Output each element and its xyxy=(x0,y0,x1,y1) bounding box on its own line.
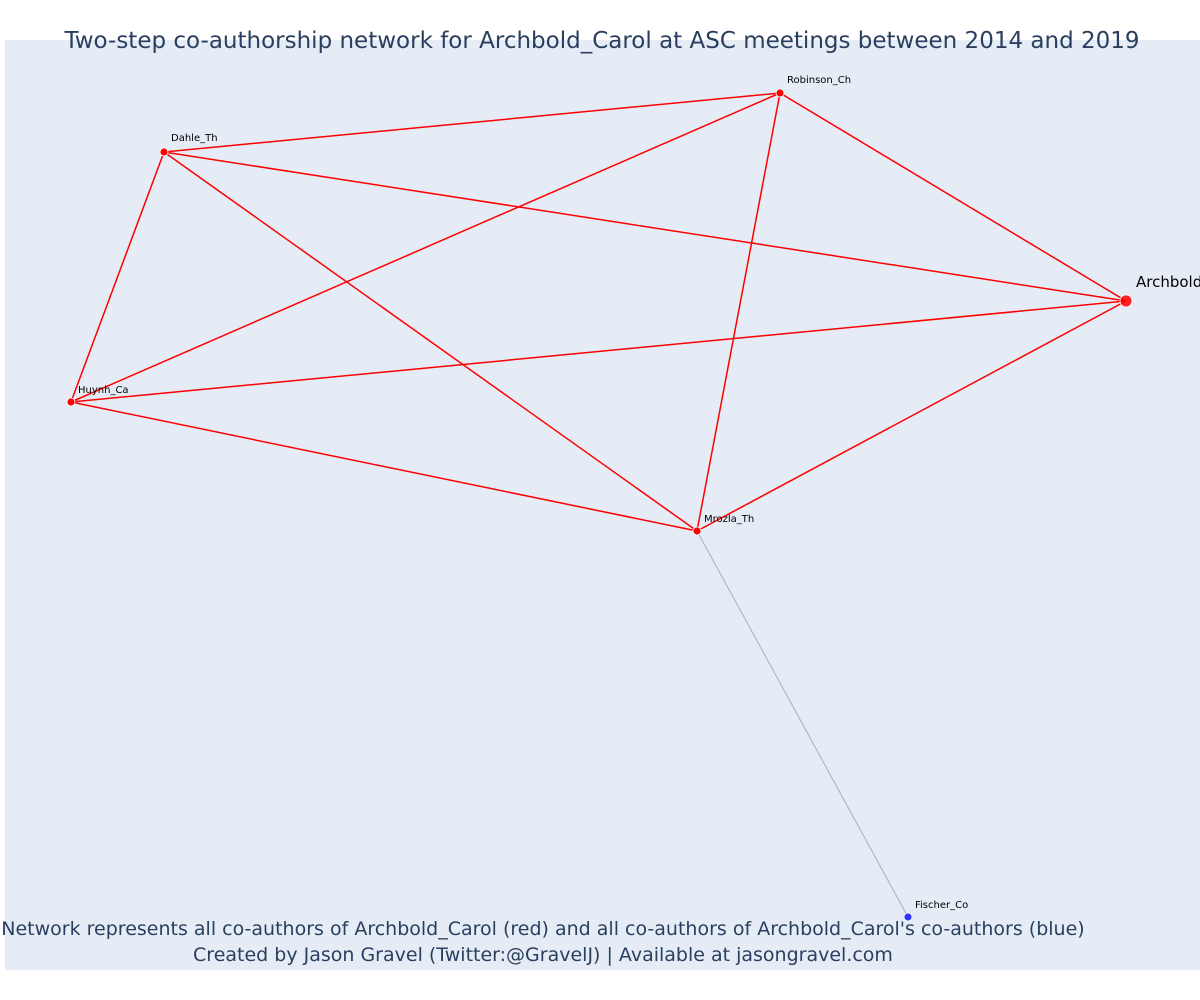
edge-robinson_ch-huynh_ca xyxy=(70,92,781,403)
edge-dahle_th-robinson_ch xyxy=(163,92,781,153)
plot-area xyxy=(5,40,1200,970)
chart-title: Two-step co-authorship network for Archb… xyxy=(64,28,1140,54)
edge-dahle_th-mrozla_th xyxy=(163,151,698,532)
node-huynh_ca[interactable] xyxy=(66,397,76,407)
node-mrozla_th[interactable] xyxy=(692,526,702,536)
node-label-archbold_carol: Archbold_Carol xyxy=(1136,273,1200,292)
edge-dahle_th-archbold_carol xyxy=(163,151,1127,302)
footer-credit: Created by Jason Gravel (Twitter:@Gravel… xyxy=(193,944,893,966)
edges-layer xyxy=(70,92,1127,918)
node-label-robinson_ch: Robinson_Ch xyxy=(787,75,851,86)
node-label-fischer_co: Fischer_Co xyxy=(915,900,968,911)
edge-mrozla_th-fischer_co xyxy=(696,530,909,918)
node-fischer_co[interactable] xyxy=(903,912,913,922)
edge-mrozla_th-archbold_carol xyxy=(696,300,1127,532)
nodes-layer xyxy=(66,88,1133,922)
node-label-mrozla_th: Mrozla_Th xyxy=(704,514,754,525)
node-robinson_ch[interactable] xyxy=(775,88,785,98)
edge-robinson_ch-archbold_carol xyxy=(779,92,1127,302)
edge-dahle_th-huynh_ca xyxy=(70,151,165,403)
node-dahle_th[interactable] xyxy=(159,147,169,157)
edge-robinson_ch-mrozla_th xyxy=(696,92,781,532)
footer-caption: Network represents all co-authors of Arc… xyxy=(1,918,1085,940)
node-archbold_carol[interactable] xyxy=(1119,294,1133,308)
node-label-huynh_ca: Huynh_Ca xyxy=(78,385,129,396)
edge-huynh_ca-mrozla_th xyxy=(70,401,698,532)
node-label-dahle_th: Dahle_Th xyxy=(171,133,218,144)
labels-layer: Archbold_Carol Robinson_Ch Dahle_Th Huynh_C… xyxy=(78,75,1200,911)
edge-huynh_ca-archbold_carol xyxy=(70,300,1127,403)
